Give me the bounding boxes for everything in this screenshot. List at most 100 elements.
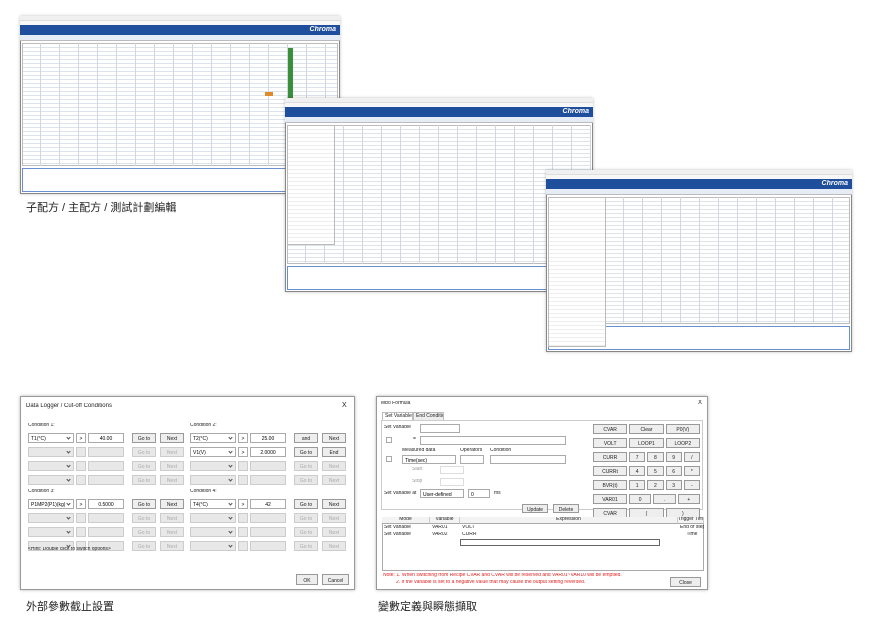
operator[interactable]: > xyxy=(238,499,248,509)
param-select[interactable] xyxy=(28,447,74,457)
value-input[interactable] xyxy=(88,461,124,471)
input[interactable] xyxy=(440,478,464,486)
next-button[interactable]: Next xyxy=(322,475,346,485)
next-button[interactable]: Next xyxy=(322,461,346,471)
goto-button[interactable]: Go to xyxy=(294,527,318,537)
key[interactable]: VOLT xyxy=(593,438,628,448)
param-select[interactable] xyxy=(28,513,74,523)
tab[interactable]: End Condition xyxy=(413,412,444,420)
goto-button[interactable]: Go to xyxy=(132,499,156,509)
select[interactable] xyxy=(460,455,484,464)
checkbox[interactable] xyxy=(386,437,392,443)
goto-button[interactable]: Go to xyxy=(132,447,156,457)
operator[interactable] xyxy=(76,527,86,537)
key[interactable]: BVR(t) xyxy=(593,480,627,490)
next-button[interactable]: Next xyxy=(160,499,184,509)
select[interactable] xyxy=(420,424,460,433)
value-input[interactable] xyxy=(88,513,124,523)
input[interactable] xyxy=(420,436,566,445)
key[interactable]: 8 xyxy=(647,452,664,462)
key[interactable]: * xyxy=(683,466,700,476)
value-input[interactable] xyxy=(250,461,286,471)
value-input[interactable] xyxy=(250,541,286,551)
operator[interactable] xyxy=(76,513,86,523)
checkbox[interactable] xyxy=(386,456,392,462)
param-select[interactable]: T4(°C) xyxy=(190,499,236,509)
next-button[interactable]: Next xyxy=(160,447,184,457)
goto-button[interactable]: Go to xyxy=(132,461,156,471)
key[interactable]: - xyxy=(683,480,700,490)
param-select[interactable] xyxy=(190,475,236,485)
operator[interactable] xyxy=(76,447,86,457)
next-button[interactable]: Next xyxy=(160,475,184,485)
operator[interactable] xyxy=(238,513,248,523)
input[interactable]: 0 xyxy=(468,489,490,498)
value-input[interactable] xyxy=(88,541,124,551)
value-input[interactable] xyxy=(250,475,286,485)
goto-button[interactable]: Go to xyxy=(294,461,318,471)
next-button[interactable]: Next xyxy=(322,527,346,537)
input[interactable] xyxy=(490,455,566,464)
param-select[interactable] xyxy=(28,541,74,551)
goto-button[interactable]: Go to xyxy=(294,447,318,457)
value-input[interactable] xyxy=(88,447,124,457)
value-input[interactable]: 2.0000 xyxy=(250,447,286,457)
value-input[interactable] xyxy=(250,527,286,537)
next-button[interactable]: Next xyxy=(160,461,184,471)
param-select[interactable] xyxy=(190,527,236,537)
operator[interactable]: > xyxy=(238,433,248,443)
param-select[interactable] xyxy=(28,527,74,537)
param-select[interactable]: T1(°C) xyxy=(28,433,74,443)
goto-button[interactable]: Go to xyxy=(132,475,156,485)
param-select[interactable] xyxy=(190,461,236,471)
select[interactable]: Time(sec) xyxy=(402,455,456,464)
key[interactable]: / xyxy=(683,452,700,462)
next-button[interactable]: Next xyxy=(160,433,184,443)
param-select[interactable] xyxy=(190,513,236,523)
value-input[interactable] xyxy=(88,527,124,537)
next-button[interactable]: Next xyxy=(322,513,346,523)
goto-button[interactable]: and xyxy=(294,433,318,443)
operator[interactable]: > xyxy=(76,499,86,509)
ok-button[interactable]: OK xyxy=(296,574,318,585)
key[interactable]: CVAR xyxy=(593,424,628,434)
select[interactable]: User-defined xyxy=(420,489,464,498)
next-button[interactable]: Next xyxy=(160,513,184,523)
operator[interactable]: > xyxy=(76,433,86,443)
key[interactable]: CURRt xyxy=(593,466,627,476)
key[interactable]: 3 xyxy=(665,480,682,490)
key[interactable]: + xyxy=(677,494,700,504)
param-select[interactable] xyxy=(28,461,74,471)
goto-button[interactable]: Go to xyxy=(294,475,318,485)
operator[interactable] xyxy=(238,527,248,537)
operator[interactable] xyxy=(238,541,248,551)
key[interactable]: LOOP2 xyxy=(665,438,700,448)
close-button[interactable]: X xyxy=(342,402,347,409)
operator[interactable]: > xyxy=(238,447,248,457)
next-button[interactable]: Next xyxy=(322,499,346,509)
key[interactable]: LOOP1 xyxy=(629,438,664,448)
goto-button[interactable]: Go to xyxy=(132,433,156,443)
update-button[interactable]: Update xyxy=(522,504,548,513)
param-select[interactable]: V1(V) xyxy=(190,447,236,457)
param-select[interactable]: P1MP2(P1)(kg) xyxy=(28,499,74,509)
next-button[interactable]: End xyxy=(322,447,346,457)
goto-button[interactable]: Go to xyxy=(294,513,318,523)
key[interactable]: 5 xyxy=(647,466,664,476)
next-button[interactable]: Next xyxy=(160,527,184,537)
key[interactable]: CURR xyxy=(593,452,627,462)
value-input[interactable]: 42 xyxy=(250,499,286,509)
goto-button[interactable]: Go to xyxy=(294,499,318,509)
input[interactable] xyxy=(440,466,464,474)
param-select[interactable] xyxy=(28,475,74,485)
close-button[interactable]: X xyxy=(698,400,703,406)
value-input[interactable] xyxy=(88,475,124,485)
operator[interactable] xyxy=(76,475,86,485)
key[interactable]: 2 xyxy=(647,480,664,490)
value-input[interactable]: 25.00 xyxy=(250,433,286,443)
key[interactable]: 9 xyxy=(665,452,682,462)
next-button[interactable]: Next xyxy=(322,541,346,551)
cancel-button[interactable]: Cancel xyxy=(322,574,349,585)
next-button[interactable]: Next xyxy=(160,541,184,551)
goto-button[interactable]: Go to xyxy=(132,541,156,551)
